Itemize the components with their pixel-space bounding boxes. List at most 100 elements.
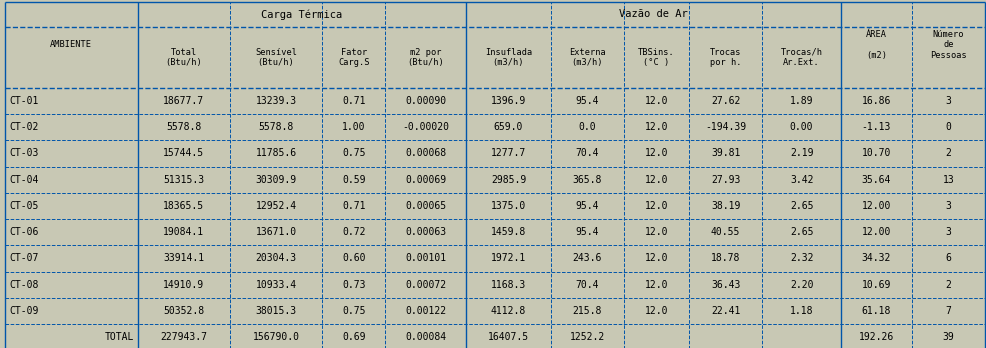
Text: 0.00084: 0.00084: [405, 332, 446, 342]
Text: 0.69: 0.69: [342, 332, 365, 342]
Text: 38015.3: 38015.3: [255, 306, 297, 316]
Text: 11785.6: 11785.6: [255, 148, 297, 158]
Text: Externa
(m3/h): Externa (m3/h): [568, 48, 605, 67]
Text: 3: 3: [945, 96, 951, 106]
Text: 1168.3: 1168.3: [490, 280, 526, 290]
Text: 12.0: 12.0: [644, 306, 668, 316]
Text: 1.89: 1.89: [789, 96, 812, 106]
Text: 12952.4: 12952.4: [255, 201, 297, 211]
Text: 5578.8: 5578.8: [166, 122, 201, 132]
Text: 659.0: 659.0: [493, 122, 523, 132]
Text: CT-02: CT-02: [9, 122, 38, 132]
Text: 0.71: 0.71: [342, 201, 365, 211]
Text: CT-08: CT-08: [9, 280, 38, 290]
Text: 0.75: 0.75: [342, 148, 365, 158]
Text: 15744.5: 15744.5: [163, 148, 204, 158]
Text: -1.13: -1.13: [861, 122, 890, 132]
Text: 0.72: 0.72: [342, 227, 365, 237]
Text: 50352.8: 50352.8: [163, 306, 204, 316]
Text: 34.32: 34.32: [861, 253, 890, 263]
Text: 156790.0: 156790.0: [252, 332, 300, 342]
Text: 0.75: 0.75: [342, 306, 365, 316]
Text: 14910.9: 14910.9: [163, 280, 204, 290]
Text: ÁREA

(m2): ÁREA (m2): [865, 30, 886, 60]
Text: 3: 3: [945, 201, 951, 211]
Text: 0.60: 0.60: [342, 253, 365, 263]
Text: 12.0: 12.0: [644, 201, 668, 211]
Text: 0.00101: 0.00101: [405, 253, 446, 263]
Text: 1.00: 1.00: [342, 122, 365, 132]
Text: 12.0: 12.0: [644, 96, 668, 106]
Text: 1459.8: 1459.8: [490, 227, 526, 237]
Text: 39.81: 39.81: [710, 148, 740, 158]
Text: 2.65: 2.65: [789, 227, 812, 237]
Text: 16407.5: 16407.5: [487, 332, 528, 342]
Text: 70.4: 70.4: [575, 148, 599, 158]
Text: 1252.2: 1252.2: [569, 332, 604, 342]
Text: 0: 0: [945, 122, 951, 132]
Text: 0.59: 0.59: [342, 175, 365, 185]
Text: 1277.7: 1277.7: [490, 148, 526, 158]
Text: 3.42: 3.42: [789, 175, 812, 185]
Text: AMBIENTE: AMBIENTE: [50, 40, 93, 49]
Text: Fator
Carg.S: Fator Carg.S: [337, 48, 369, 67]
Text: 12.0: 12.0: [644, 253, 668, 263]
Text: 35.64: 35.64: [861, 175, 890, 185]
Text: 2.65: 2.65: [789, 201, 812, 211]
Text: 27.62: 27.62: [710, 96, 740, 106]
Text: 0.00065: 0.00065: [405, 201, 446, 211]
Text: 19084.1: 19084.1: [163, 227, 204, 237]
Text: 3: 3: [945, 227, 951, 237]
Text: 2.32: 2.32: [789, 253, 812, 263]
Text: 13: 13: [942, 175, 953, 185]
Text: 40.55: 40.55: [710, 227, 740, 237]
Text: 36.43: 36.43: [710, 280, 740, 290]
Text: 13671.0: 13671.0: [255, 227, 297, 237]
Text: 2.20: 2.20: [789, 280, 812, 290]
Text: 4112.8: 4112.8: [490, 306, 526, 316]
Text: 0.00063: 0.00063: [405, 227, 446, 237]
Text: 95.4: 95.4: [575, 201, 599, 211]
Text: 30309.9: 30309.9: [255, 175, 297, 185]
Text: 18365.5: 18365.5: [163, 201, 204, 211]
Text: Trocas/h
Ar.Ext.: Trocas/h Ar.Ext.: [780, 48, 821, 67]
Text: 27.93: 27.93: [710, 175, 740, 185]
Text: 2.19: 2.19: [789, 148, 812, 158]
Text: 192.26: 192.26: [858, 332, 893, 342]
Text: 10.70: 10.70: [861, 148, 890, 158]
Text: 1375.0: 1375.0: [490, 201, 526, 211]
Text: 38.19: 38.19: [710, 201, 740, 211]
Text: 0.71: 0.71: [342, 96, 365, 106]
Text: -0.00020: -0.00020: [402, 122, 449, 132]
Text: 1.18: 1.18: [789, 306, 812, 316]
Text: 0.00068: 0.00068: [405, 148, 446, 158]
Text: Trocas
por h.: Trocas por h.: [709, 48, 740, 67]
Text: 12.00: 12.00: [861, 201, 890, 211]
Text: 12.0: 12.0: [644, 122, 668, 132]
Text: 13239.3: 13239.3: [255, 96, 297, 106]
Text: 7: 7: [945, 306, 951, 316]
Text: 18677.7: 18677.7: [163, 96, 204, 106]
Text: CT-06: CT-06: [9, 227, 38, 237]
Text: 2985.9: 2985.9: [490, 175, 526, 185]
Text: m2 por
(Btu/h): m2 por (Btu/h): [407, 48, 444, 67]
Text: 0.00072: 0.00072: [405, 280, 446, 290]
Text: TBSins.
(°C ): TBSins. (°C ): [637, 48, 674, 67]
Text: CT-04: CT-04: [9, 175, 38, 185]
Text: Insuflada
(m3/h): Insuflada (m3/h): [484, 48, 531, 67]
Text: CT-05: CT-05: [9, 201, 38, 211]
Text: 227943.7: 227943.7: [160, 332, 207, 342]
Text: 12.0: 12.0: [644, 280, 668, 290]
Text: TOTAL: TOTAL: [105, 332, 134, 342]
Text: CT-07: CT-07: [9, 253, 38, 263]
Text: 2: 2: [945, 148, 951, 158]
Text: 95.4: 95.4: [575, 96, 599, 106]
Text: 39: 39: [942, 332, 953, 342]
Text: 18.78: 18.78: [710, 253, 740, 263]
Text: 1396.9: 1396.9: [490, 96, 526, 106]
Text: 0.00122: 0.00122: [405, 306, 446, 316]
Text: 1972.1: 1972.1: [490, 253, 526, 263]
Text: Carga Térmica: Carga Térmica: [261, 9, 342, 19]
Text: 0.73: 0.73: [342, 280, 365, 290]
Text: 10933.4: 10933.4: [255, 280, 297, 290]
